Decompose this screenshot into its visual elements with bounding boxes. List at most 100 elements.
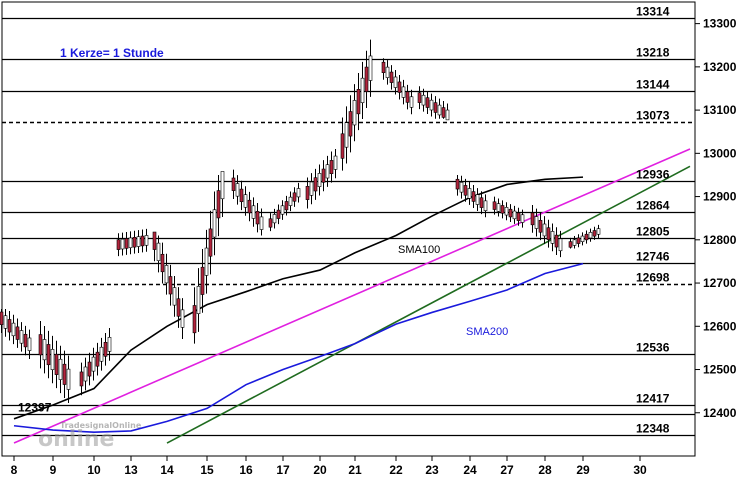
- candle-body: [596, 228, 601, 235]
- candle-body: [91, 356, 96, 372]
- candle-body: [368, 55, 373, 81]
- candle-body: [192, 305, 197, 334]
- candle-body: [152, 231, 157, 250]
- level-label-12348: 12348: [636, 422, 670, 436]
- candle-body: [538, 220, 543, 233]
- candle-body: [79, 371, 84, 387]
- candle-body: [463, 185, 468, 196]
- y-tick-label: 12500: [703, 363, 737, 377]
- y-tick-label: 13200: [703, 60, 737, 74]
- candle-body: [136, 236, 141, 247]
- candle-body: [389, 71, 394, 83]
- level-label-12698: 12698: [636, 271, 670, 285]
- candle-body: [425, 97, 430, 108]
- candle-body: [305, 186, 310, 200]
- candle-body: [107, 337, 112, 352]
- candle-body: [27, 337, 32, 351]
- candle-body: [103, 341, 108, 357]
- level-label-13144: 13144: [636, 78, 670, 92]
- candle-body: [405, 91, 410, 103]
- y-tick-label: 13100: [703, 103, 737, 117]
- candle-body: [3, 315, 8, 329]
- candle-body: [479, 197, 484, 208]
- watermark-top-text: TradesignalOnline: [60, 421, 142, 430]
- candle-body: [272, 214, 277, 224]
- candle-body: [356, 89, 361, 115]
- x-tick-label: 17: [276, 463, 290, 477]
- candle-body: [99, 346, 104, 362]
- candle-body: [592, 230, 597, 237]
- candle-body: [385, 66, 390, 78]
- y-tick-label: 13000: [703, 146, 737, 160]
- candle-body: [433, 102, 438, 113]
- candle-body: [445, 109, 450, 121]
- candle-body: [235, 183, 240, 197]
- candle-body: [200, 266, 205, 295]
- level-label-12746: 12746: [636, 250, 670, 264]
- candle-body: [471, 191, 476, 202]
- candle-body: [352, 100, 357, 126]
- trendline-1: [13, 148, 691, 444]
- candle-body: [381, 61, 386, 73]
- candle-body: [360, 77, 365, 104]
- candle-body: [584, 233, 589, 241]
- candle-body: [128, 237, 133, 249]
- candle-body: [340, 133, 345, 159]
- candle-body: [239, 188, 244, 203]
- y-tick-label: 12600: [703, 319, 737, 333]
- candle-body: [455, 178, 460, 190]
- candle-body: [116, 239, 121, 250]
- series-sma200: [13, 262, 584, 434]
- level-label-13218: 13218: [636, 46, 670, 60]
- x-tick-label: 13: [124, 463, 138, 477]
- candle-body: [220, 171, 225, 200]
- candle-body: [530, 212, 535, 226]
- candle-body: [313, 177, 318, 192]
- candle-body: [276, 209, 281, 219]
- candle-body: [421, 94, 426, 106]
- trendlines: [13, 148, 691, 444]
- watermark-logo: TradesignalOnline online: [38, 421, 142, 452]
- candle-body: [168, 276, 173, 295]
- series-label-sma200: SMA200: [466, 326, 508, 338]
- candle-body: [196, 286, 201, 314]
- candle-body: [247, 199, 252, 214]
- x-tick-label: 9: [50, 463, 57, 477]
- level-label-12397: 12397: [18, 401, 52, 415]
- x-tick-label: 24: [463, 463, 477, 477]
- candle-body: [546, 227, 551, 240]
- candle-body: [558, 238, 563, 252]
- x-tick-label: 15: [200, 463, 214, 477]
- trendline-2: [166, 165, 691, 444]
- candle-body: [393, 76, 398, 88]
- candle-body: [212, 209, 217, 238]
- candle-body: [437, 104, 442, 116]
- candle-body: [588, 232, 593, 239]
- y-tick-label: 12900: [703, 190, 737, 204]
- candle-body: [459, 182, 464, 193]
- candle-body: [180, 309, 185, 328]
- x-tick-label: 16: [239, 463, 253, 477]
- candle-body: [580, 235, 585, 242]
- level-label-12805: 12805: [636, 225, 670, 239]
- y-tick-label: 12400: [703, 406, 737, 420]
- candle-body: [0, 311, 4, 325]
- x-tick-label: 14: [160, 463, 174, 477]
- candle-body: [23, 333, 28, 348]
- candle-body: [251, 205, 256, 219]
- candle-body: [208, 228, 213, 257]
- candle-body: [62, 363, 67, 385]
- candle-body: [401, 86, 406, 98]
- candle-body: [397, 81, 402, 93]
- candle-body: [164, 265, 169, 284]
- candle-body: [156, 242, 161, 261]
- plot-area: [1, 1, 696, 457]
- candle-body: [58, 358, 63, 380]
- series-label-sma100: SMA100: [398, 244, 440, 256]
- candle-body: [172, 287, 177, 306]
- candle-body: [19, 330, 24, 344]
- candle-body: [475, 194, 480, 205]
- candle-body: [483, 200, 488, 211]
- candle-body: [554, 234, 559, 248]
